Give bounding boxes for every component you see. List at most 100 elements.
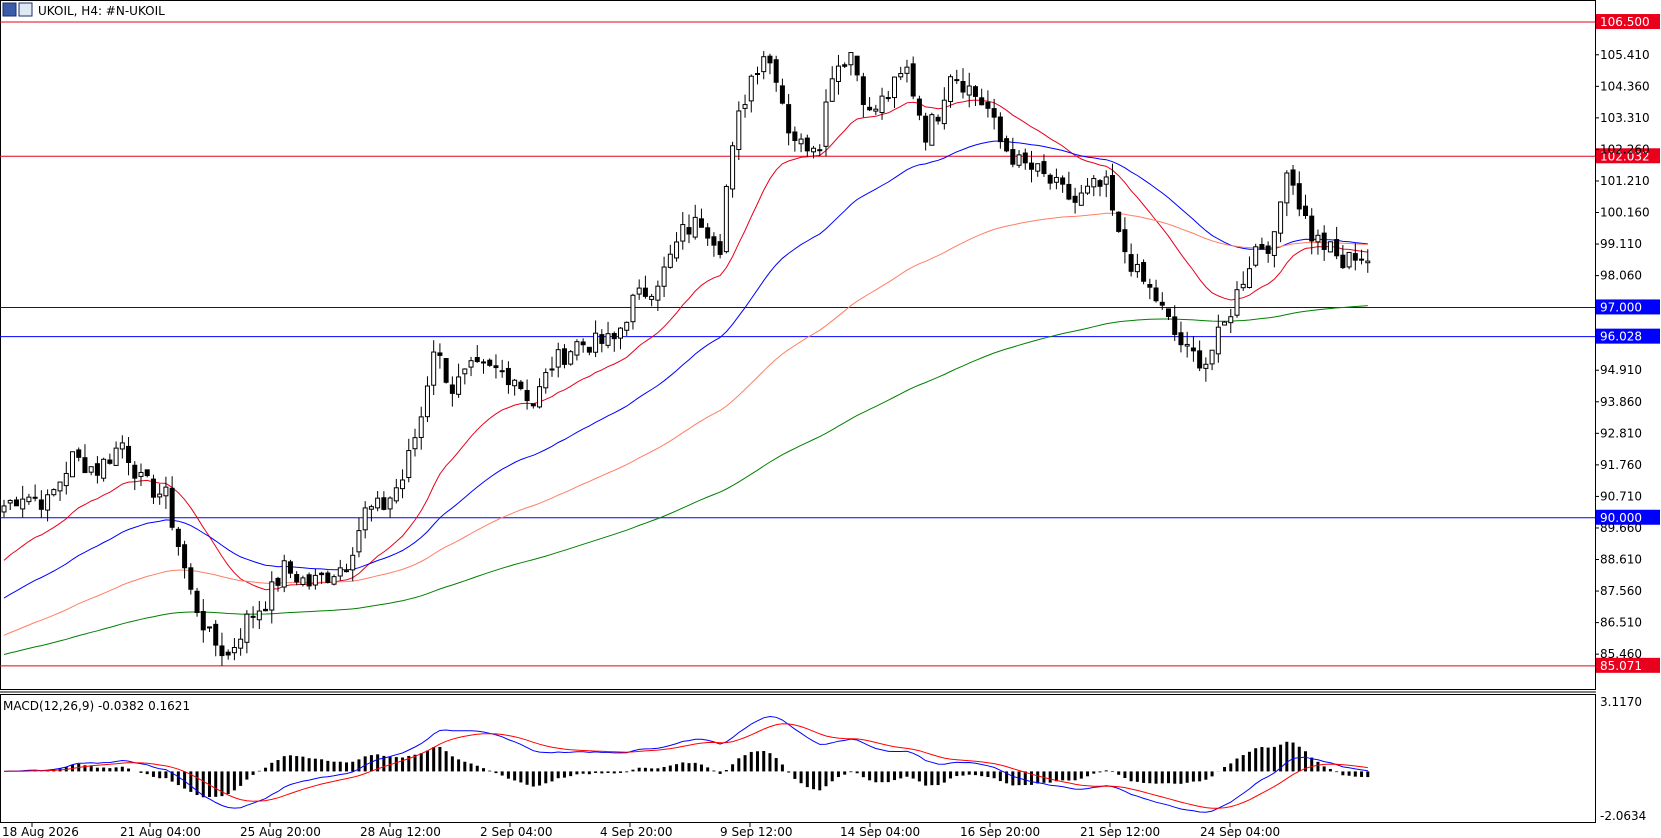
y-tick-label: 100.160 <box>1600 206 1650 220</box>
level-label-box <box>1596 657 1660 673</box>
candle-body <box>991 108 997 118</box>
candle-body <box>842 64 848 67</box>
candle-body <box>586 346 592 353</box>
level-label-box <box>1596 509 1660 525</box>
candle-body <box>835 65 841 82</box>
candle-body <box>1259 244 1265 250</box>
candle-body <box>1215 326 1221 355</box>
moving-averages <box>3 99 1368 655</box>
candle-body <box>182 544 188 569</box>
candle-body <box>350 554 356 571</box>
candle-body <box>1190 347 1196 352</box>
header: UKOIL, H4: #N-UKOIL <box>2 2 165 18</box>
candle-body <box>194 590 200 613</box>
candle-body <box>275 577 281 586</box>
candle-body <box>456 376 462 395</box>
candle-body <box>406 450 412 479</box>
candle-body <box>1060 177 1066 185</box>
candle-body <box>231 647 237 654</box>
candle-body <box>892 76 897 99</box>
candle-body <box>904 66 910 74</box>
candle-body <box>1016 154 1022 166</box>
candle-body <box>20 498 26 510</box>
candle-body <box>605 333 611 346</box>
candle-body <box>1209 349 1215 365</box>
candle-body <box>512 379 518 387</box>
candle-body <box>624 321 630 331</box>
macd-pane <box>3 715 1370 813</box>
market-watch-icon[interactable] <box>2 2 17 17</box>
candle-body <box>823 101 829 147</box>
candle-body <box>698 218 704 228</box>
time-axis: 18 Aug 2026 21 Aug 04:00 25 Aug 20:00 28 Au… <box>2 823 1280 838</box>
candle-body <box>101 458 107 479</box>
candle-body <box>238 638 244 649</box>
level-label-box <box>1596 328 1660 344</box>
x-tick-label: 18 Aug 2026 <box>2 825 79 838</box>
y-tick-label: 89.660 <box>1600 521 1642 535</box>
candle-body <box>705 227 711 239</box>
candle-body <box>561 348 567 365</box>
candle-body <box>649 295 655 300</box>
candle-body <box>1116 211 1122 232</box>
macd-label: MACD(12,26,9) -0.0382 0.1621 <box>3 699 190 713</box>
candle-body <box>1271 231 1277 256</box>
candle-body <box>966 85 972 96</box>
candle-body <box>94 463 100 476</box>
candle-body <box>225 651 231 656</box>
x-tick-label: 2 Sep 04:00 <box>480 825 552 838</box>
candle-body <box>1147 284 1153 288</box>
y-tick-label: 101.210 <box>1600 174 1650 188</box>
y-tick-label: 93.860 <box>1600 395 1642 409</box>
candle-body <box>692 216 698 238</box>
macd-signal-line <box>3 723 1368 809</box>
candle-body <box>244 613 250 643</box>
candle-body <box>1010 149 1016 165</box>
candle-body <box>655 285 661 301</box>
level-label-box <box>1596 299 1660 315</box>
candle-body <box>256 610 262 621</box>
candle-body <box>368 506 374 510</box>
candle-body <box>1091 178 1097 188</box>
candle-body <box>979 97 985 106</box>
candle-body <box>580 341 586 346</box>
candle-body <box>325 572 331 583</box>
candle-body <box>1197 350 1203 369</box>
y-tick-label: 104.360 <box>1600 79 1650 93</box>
candle-body <box>742 104 748 109</box>
ema-100-line <box>3 212 1368 636</box>
level-label: 85.071 <box>1600 659 1642 673</box>
candle-body <box>935 116 941 122</box>
candle-body <box>1278 201 1284 234</box>
candle-body <box>213 623 219 646</box>
candle-body <box>107 459 113 464</box>
candle-body <box>381 497 387 510</box>
candle-body <box>57 481 63 492</box>
candle-body <box>219 645 225 657</box>
chart-type-icon[interactable] <box>18 2 33 17</box>
candle-body <box>786 104 792 134</box>
candle-body <box>505 367 511 386</box>
candle-body <box>51 489 57 496</box>
candle-body <box>443 358 449 383</box>
candle-body <box>344 570 349 573</box>
x-tick-label: 21 Sep 12:00 <box>1080 825 1160 838</box>
candle-body <box>860 76 866 105</box>
candle-body <box>468 360 474 368</box>
candle-body <box>1309 215 1315 242</box>
candle-body <box>63 472 69 487</box>
candle-body <box>916 98 922 116</box>
candle-body <box>1097 180 1103 187</box>
level-label: 102.032 <box>1600 149 1650 163</box>
candle-body <box>1365 260 1371 264</box>
candle-body <box>755 73 760 76</box>
candle-body <box>686 227 692 235</box>
y-tick-label: 92.810 <box>1600 426 1642 440</box>
candle-body <box>175 528 181 547</box>
candle-body <box>798 138 804 145</box>
ema-200-line <box>3 305 1368 655</box>
candle-body <box>549 368 555 371</box>
candle-body <box>1203 363 1209 369</box>
candle-body <box>38 499 44 510</box>
